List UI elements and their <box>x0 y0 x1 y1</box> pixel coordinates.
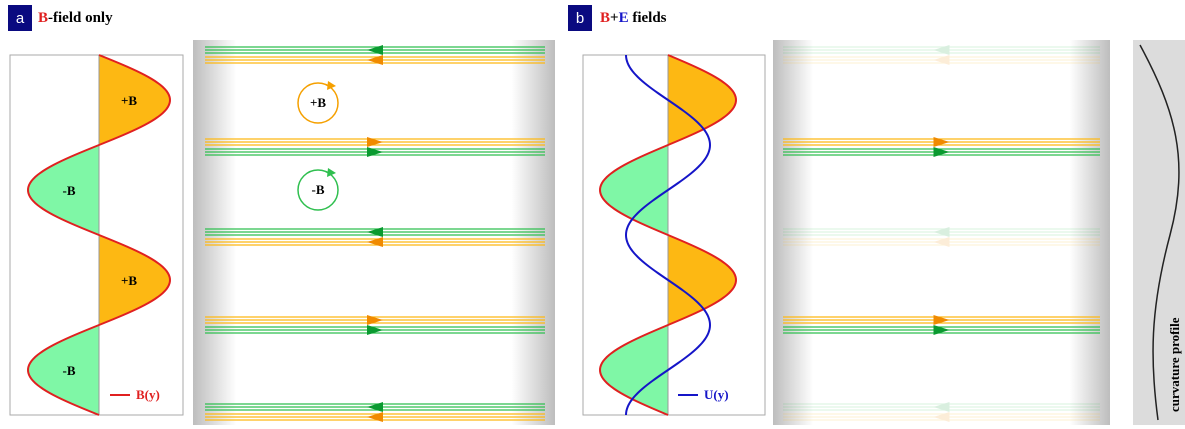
page: a B-field only b B+E fields curvature pr… <box>0 0 1185 429</box>
panel-label: b <box>576 10 584 27</box>
field-label: -B <box>63 363 76 378</box>
legend-label: B(y) <box>136 387 160 402</box>
title-b: B <box>38 10 48 26</box>
orbit-label: -B <box>312 182 325 197</box>
title-e: E <box>619 10 629 26</box>
title-rest: fields <box>629 10 667 26</box>
figure: a B-field only b B+E fields curvature pr… <box>0 0 1185 429</box>
title-rest: -field only <box>48 10 113 26</box>
field-label: +B <box>121 273 137 288</box>
title-b: B <box>600 10 610 26</box>
panel-label: a <box>16 10 25 27</box>
field-label: -B <box>63 183 76 198</box>
legend-label: U(y) <box>704 387 729 402</box>
title-plus: + <box>610 10 619 26</box>
field-label: +B <box>121 93 137 108</box>
orbit-label: +B <box>310 95 326 110</box>
panel-title: B-field only <box>38 10 113 26</box>
panel-title: B+E fields <box>600 10 667 26</box>
curvature-label: curvature profile <box>1167 317 1182 412</box>
